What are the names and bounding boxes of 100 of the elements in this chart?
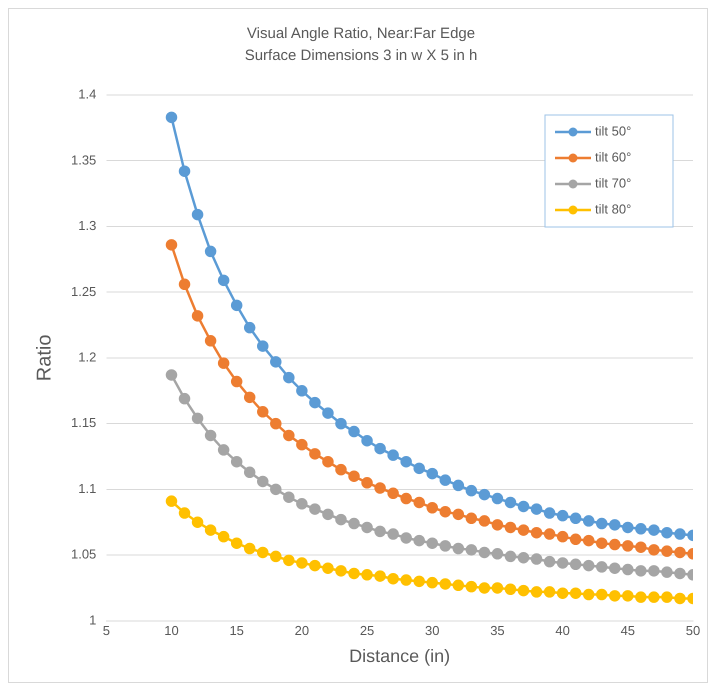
point (648, 524, 660, 536)
point (204, 246, 216, 258)
point (556, 557, 568, 569)
point (230, 300, 242, 312)
point (648, 591, 660, 603)
point (518, 552, 530, 564)
point (582, 534, 594, 546)
point (530, 553, 542, 565)
x-tick-label: 45 (620, 623, 636, 638)
x-tick-label: 50 (686, 623, 700, 638)
point (257, 476, 269, 488)
point (413, 534, 425, 546)
y-tick-label: 1.05 (70, 546, 96, 562)
point (244, 542, 256, 554)
point (492, 519, 504, 531)
point (322, 562, 334, 574)
x-axis-title: Distance (in) (349, 646, 450, 666)
point (674, 528, 686, 540)
point (609, 562, 621, 574)
point (178, 507, 190, 519)
point (218, 530, 230, 542)
point (283, 491, 295, 503)
point (518, 500, 530, 512)
point (296, 438, 308, 450)
point (348, 426, 360, 438)
y-tick-label: 1.4 (78, 86, 96, 102)
point (166, 369, 178, 381)
point (648, 565, 660, 577)
point (244, 392, 256, 404)
point (296, 498, 308, 510)
point (166, 239, 178, 251)
point (661, 591, 673, 603)
point (492, 582, 504, 594)
point (387, 449, 399, 461)
point (661, 566, 673, 578)
point (440, 540, 452, 552)
point (348, 470, 360, 482)
point (426, 537, 438, 549)
point (244, 322, 256, 334)
point (466, 544, 478, 556)
point (609, 538, 621, 550)
point (518, 524, 530, 536)
point (178, 278, 190, 290)
point (309, 396, 321, 408)
point (582, 560, 594, 572)
y-tick-label: 1.1 (78, 480, 96, 496)
point (335, 464, 347, 476)
y-tick-label: 1 (89, 612, 96, 628)
x-tick-label: 15 (229, 623, 244, 638)
point (218, 357, 230, 369)
chart-title: Visual Angle Ratio, Near:Far Edge (246, 25, 476, 42)
point (244, 466, 256, 478)
point (204, 430, 216, 442)
point (661, 545, 673, 557)
x-tick-label: 30 (425, 623, 440, 638)
point (661, 526, 673, 538)
point (387, 572, 399, 584)
point (283, 554, 295, 566)
point (374, 482, 386, 494)
y-axis-title: Ratio (34, 334, 56, 382)
point (257, 546, 269, 558)
point (635, 591, 647, 603)
y-tick-label: 1.3 (78, 218, 96, 234)
point (596, 537, 608, 549)
point (361, 477, 373, 489)
point (257, 406, 269, 418)
point (413, 576, 425, 588)
point (166, 495, 178, 507)
point (230, 456, 242, 468)
point (270, 484, 282, 496)
point (674, 568, 686, 580)
point (374, 570, 386, 582)
point (556, 510, 568, 522)
legend-label: tilt 70° (595, 176, 632, 191)
point (452, 508, 464, 520)
point (530, 503, 542, 515)
point (426, 576, 438, 588)
point (387, 528, 399, 540)
point (440, 474, 452, 486)
point (192, 310, 204, 322)
point (348, 518, 360, 530)
point (504, 496, 516, 508)
point (322, 508, 334, 520)
point (309, 503, 321, 515)
point (648, 544, 660, 556)
point (609, 519, 621, 531)
point (570, 534, 582, 546)
point (674, 592, 686, 604)
point (452, 542, 464, 554)
chart-subtitle: Surface Dimensions 3 in w X 5 in h (244, 47, 478, 64)
point (413, 496, 425, 508)
point (530, 586, 542, 598)
point (178, 165, 190, 177)
y-tick-label: 1.25 (70, 284, 96, 299)
point (283, 430, 295, 442)
legend-label: tilt 80° (595, 202, 632, 217)
x-tick-label: 5 (102, 623, 110, 638)
point (361, 522, 373, 534)
point (218, 444, 230, 456)
point (192, 516, 204, 528)
